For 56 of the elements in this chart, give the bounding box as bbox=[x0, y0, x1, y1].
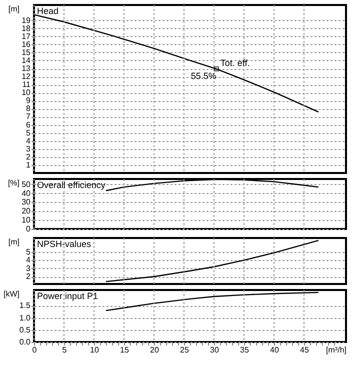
y-tick-label: 3 bbox=[26, 264, 32, 273]
x-tick-label: 25 bbox=[180, 346, 190, 354]
x-tick-label: 30 bbox=[210, 346, 220, 354]
y-tick-label: 19 bbox=[22, 16, 32, 25]
y-tick-label: 2 bbox=[26, 152, 32, 162]
y-tick-label: 4 bbox=[26, 136, 32, 146]
chart-title: Overall efficiency bbox=[37, 180, 106, 190]
y-axis-title: [%] bbox=[8, 178, 20, 188]
y-tick-label: 7 bbox=[26, 112, 32, 122]
chart-title: NPSH-values bbox=[37, 239, 92, 249]
y-tick-label: 3 bbox=[26, 144, 32, 154]
x-tick-label: 45 bbox=[300, 346, 310, 354]
y-tick-label: 17 bbox=[22, 32, 32, 41]
y-tick-label: 10 bbox=[22, 216, 32, 225]
chart-title: Power input P1 bbox=[37, 291, 98, 301]
y-tick-label: 40 bbox=[22, 188, 32, 198]
y-tick-label: 0.0 bbox=[19, 338, 32, 346]
x-tick-label: 15 bbox=[120, 346, 130, 354]
y-tick-label: 5 bbox=[26, 247, 32, 256]
y-tick-label: 13 bbox=[22, 64, 32, 73]
y-tick-label: 50 bbox=[22, 180, 32, 189]
y-axis-title: [kW] bbox=[4, 290, 20, 298]
y-tick-label: 16 bbox=[22, 40, 32, 49]
y-tick-label: 10 bbox=[22, 88, 32, 98]
y-tick-label: 1.5 bbox=[19, 301, 32, 310]
y-axis-title: [m] bbox=[8, 238, 20, 246]
y-tick-label: 11 bbox=[22, 80, 32, 90]
annotation: 55.5% bbox=[190, 70, 216, 81]
line-series bbox=[105, 240, 319, 282]
y-tick-label: 4 bbox=[26, 256, 32, 265]
y-tick-label: 30 bbox=[22, 198, 32, 207]
y-axis-title: [m] bbox=[8, 4, 20, 14]
x-tick-label: 35 bbox=[240, 346, 250, 354]
y-tick-label: 5 bbox=[26, 128, 32, 138]
y-tick-label: 12 bbox=[22, 72, 32, 82]
x-tick-label: 5 bbox=[62, 346, 68, 354]
annotation: Tot. eff. bbox=[220, 58, 250, 68]
x-tick-label: 0 bbox=[32, 346, 38, 354]
x-tick-label: 40 bbox=[270, 346, 280, 354]
chart-title: Head bbox=[37, 6, 59, 16]
y-tick-label: 0 bbox=[26, 224, 32, 234]
y-tick-label: 6 bbox=[26, 120, 32, 130]
x-tick-label: 10 bbox=[90, 346, 100, 354]
y-tick-label: 1 bbox=[26, 160, 32, 170]
y-tick-label: 2 bbox=[26, 272, 32, 282]
y-tick-label: 15 bbox=[22, 48, 32, 57]
x-axis-title: [m³/h] bbox=[326, 346, 346, 354]
y-tick-label: 18 bbox=[22, 24, 32, 33]
y-tick-label: 0.5 bbox=[19, 325, 32, 334]
y-tick-label: 1.0 bbox=[19, 313, 32, 322]
y-tick-label: 8 bbox=[26, 104, 32, 114]
x-tick-label: 20 bbox=[150, 346, 160, 354]
y-tick-label: 14 bbox=[22, 56, 32, 65]
y-tick-label: 20 bbox=[22, 206, 32, 216]
y-tick-label: 9 bbox=[26, 96, 32, 106]
line-series bbox=[105, 292, 319, 312]
